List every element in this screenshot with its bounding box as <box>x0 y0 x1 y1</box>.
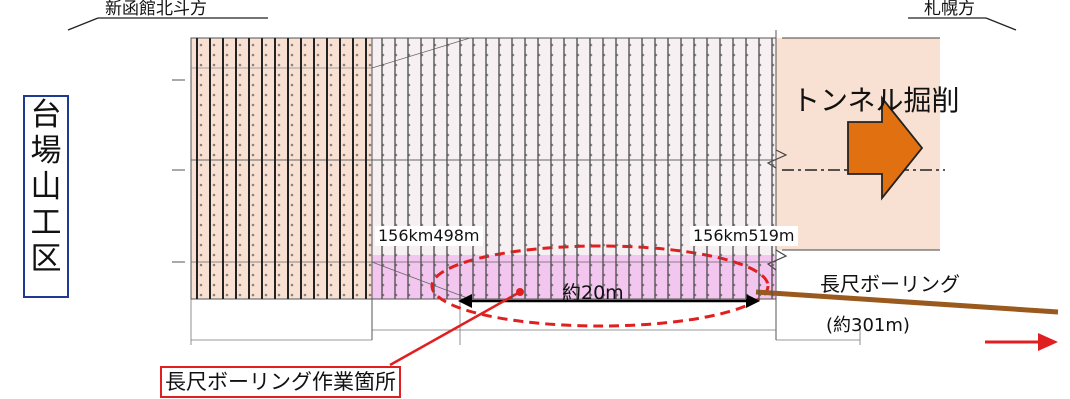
direction-left-label: 新函館北斗方 <box>105 0 207 19</box>
station-end-label: 156km519m <box>690 226 798 246</box>
distance-label: 約20m <box>562 282 624 304</box>
long-boring-length: (約301m) <box>826 315 910 336</box>
work-area-label: 台場山工区 <box>23 95 69 298</box>
boring-site-label: 長尺ボーリング作業箇所 <box>160 366 401 398</box>
work-area-text: 台場山工区 <box>30 97 62 277</box>
tunnel-excavation-label: トンネル掘削 <box>792 84 960 117</box>
station-start-label: 156km498m <box>375 226 483 246</box>
long-boring-label: 長尺ボーリング <box>820 272 960 296</box>
direction-right-label: 札幌方 <box>924 0 975 19</box>
